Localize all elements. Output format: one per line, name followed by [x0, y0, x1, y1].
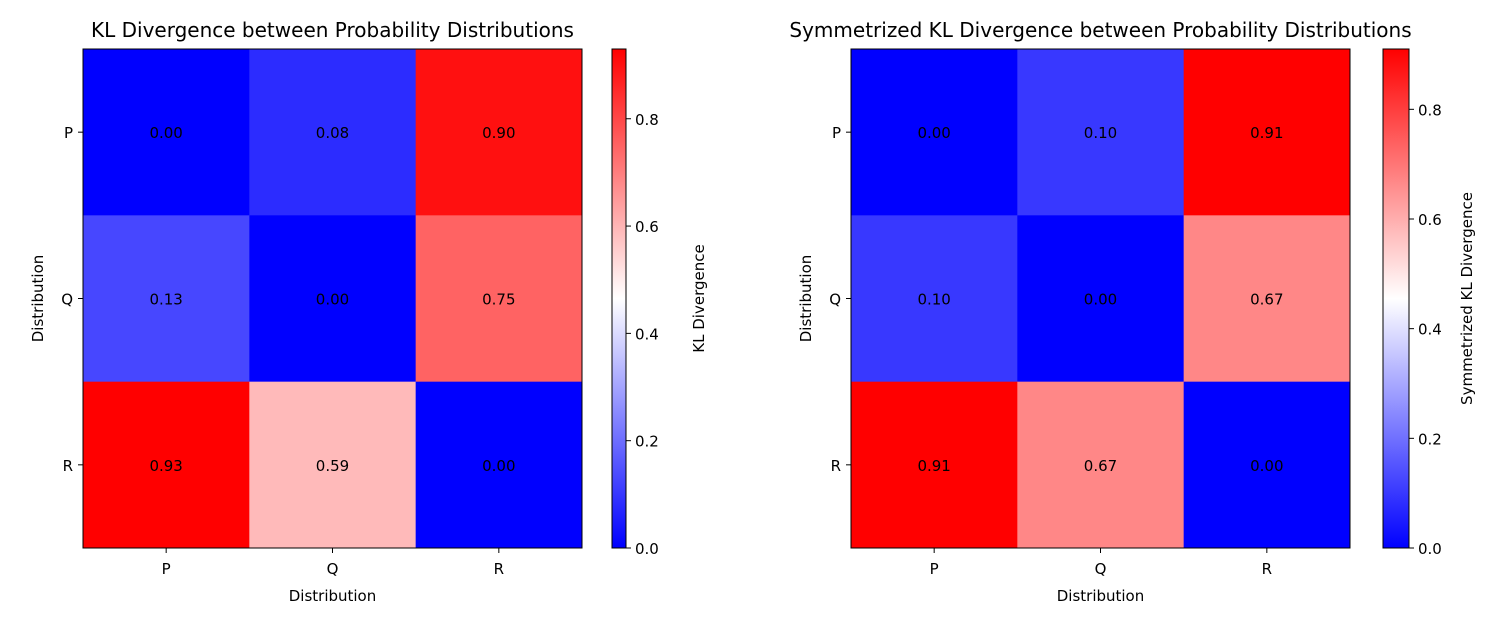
cell-value-label: 0.00 — [316, 291, 349, 309]
chart-title: KL Divergence between Probability Distri… — [91, 18, 574, 42]
heatmap-cell — [415, 215, 583, 383]
y-tick-label: Q — [61, 291, 73, 309]
x-axis-label: Distribution — [289, 587, 377, 605]
colorbar-label: Symmetrized KL Divergence — [1458, 192, 1476, 405]
heatmap-cell — [851, 215, 1018, 383]
colorbar — [611, 48, 627, 549]
chart-title: Symmetrized KL Divergence between Probab… — [789, 18, 1411, 42]
colorbar-label: KL Divergence — [690, 244, 708, 352]
y-tick-label: R — [831, 457, 841, 475]
heatmap-cell — [851, 49, 1018, 216]
colorbar-tick-label: 0.2 — [1418, 430, 1442, 448]
colorbar-tick-label: 0.6 — [1418, 211, 1442, 229]
y-axis-label: Distribution — [797, 255, 815, 343]
heatmap-cell — [1017, 381, 1185, 549]
colorbar-tick-label: 0.2 — [635, 433, 659, 451]
colorbar-tick-label: 0.8 — [1418, 101, 1442, 119]
x-tick-label: P — [162, 560, 171, 578]
heatmap-cell — [1183, 381, 1351, 549]
heatmap-cell — [1183, 215, 1351, 383]
cell-value-label: 0.13 — [149, 291, 182, 309]
cell-value-label: 0.00 — [1084, 291, 1117, 309]
colorbar — [1382, 48, 1410, 549]
y-tick-label: P — [832, 124, 841, 142]
heatmap-cell — [1017, 215, 1185, 383]
colorbar-tick-label: 0.8 — [635, 111, 659, 129]
heatmap-cell — [83, 215, 250, 383]
x-axis-label: Distribution — [1057, 587, 1145, 605]
cell-value-label: 0.75 — [482, 291, 515, 309]
cell-value-label: 0.67 — [1084, 457, 1117, 475]
heatmap-cell — [249, 215, 417, 383]
cell-value-label: 0.93 — [149, 457, 182, 475]
y-tick-label: R — [63, 457, 73, 475]
y-tick-label: P — [64, 124, 73, 142]
cell-value-label: 0.00 — [482, 457, 515, 475]
cell-value-label: 0.67 — [1250, 291, 1283, 309]
x-tick-label: R — [494, 560, 504, 578]
heatmap-cell — [415, 381, 583, 549]
y-axis-label: Distribution — [29, 255, 47, 343]
cell-value-label: 0.08 — [316, 124, 349, 142]
cell-value-label: 0.00 — [1250, 457, 1283, 475]
cell-value-label: 0.91 — [917, 457, 950, 475]
cell-value-label: 0.00 — [149, 124, 182, 142]
colorbar-tick-label: 0.4 — [1418, 321, 1442, 339]
cell-value-label: 0.90 — [482, 124, 515, 142]
heatmap-cell — [83, 381, 250, 549]
colorbar-tick-label: 0.0 — [1418, 540, 1442, 558]
x-tick-label: R — [1262, 560, 1272, 578]
colorbar-tick-label: 0.4 — [635, 325, 659, 343]
heatmap-cell — [851, 381, 1018, 549]
x-tick-label: Q — [327, 560, 339, 578]
cell-value-label: 0.91 — [1250, 124, 1283, 142]
x-tick-label: P — [930, 560, 939, 578]
colorbar-tick-label: 0.0 — [635, 540, 659, 558]
cell-value-label: 0.00 — [917, 124, 950, 142]
heatmap-cell — [1017, 49, 1185, 216]
cell-value-label: 0.10 — [917, 291, 950, 309]
heatmap-cell — [1183, 49, 1351, 216]
cell-value-label: 0.59 — [316, 457, 349, 475]
cell-value-label: 0.10 — [1084, 124, 1117, 142]
y-tick-label: Q — [829, 291, 841, 309]
colorbar-tick-label: 0.6 — [635, 218, 659, 236]
heatmap-cell — [415, 49, 583, 216]
heatmap-cell — [249, 381, 417, 549]
heatmap-cell — [83, 49, 250, 216]
heatmap-cell — [249, 49, 417, 216]
x-tick-label: Q — [1095, 560, 1107, 578]
